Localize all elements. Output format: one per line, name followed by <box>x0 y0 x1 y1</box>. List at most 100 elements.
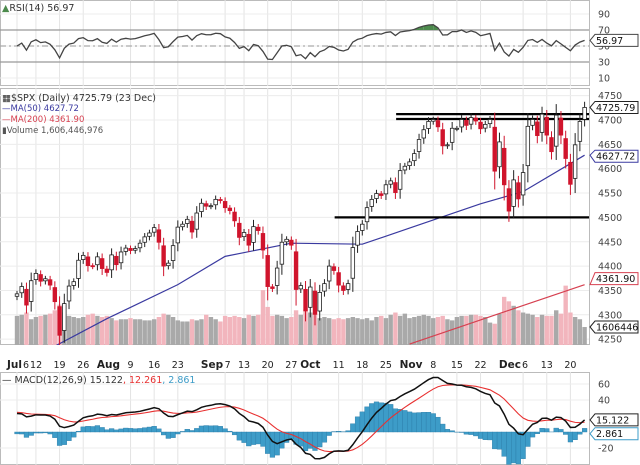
volume-bar <box>99 317 105 345</box>
candle-body <box>360 223 365 231</box>
candle-body <box>497 141 502 168</box>
candle-body <box>539 113 545 133</box>
volume-bar <box>185 321 190 345</box>
macd-histogram-bar <box>213 425 219 433</box>
candle-body <box>388 180 393 185</box>
candle-body <box>109 254 114 271</box>
volume-bar <box>114 320 119 345</box>
volume-bar <box>151 319 157 345</box>
candle-body <box>322 283 327 292</box>
candle-body <box>161 245 166 267</box>
rsi-overbought-fill <box>428 24 434 30</box>
volume-bar <box>308 312 313 345</box>
macd-axis-tick-label: 60 <box>598 380 610 391</box>
ma200-value-tag-text: 4361.90 <box>596 274 635 285</box>
x-axis-label: 20 <box>564 360 576 371</box>
macd-legend: — MACD(12,26,9) 15.122, 12.261, 2.861 <box>2 375 195 386</box>
volume-bar <box>530 314 535 345</box>
volume-bar <box>133 319 138 345</box>
volume-bar <box>421 314 426 345</box>
candle-body <box>203 203 209 207</box>
macd-histogram-bar <box>397 409 403 433</box>
candle-body <box>483 123 488 129</box>
macd-histogram-bar <box>558 429 564 433</box>
volume-bar <box>379 315 384 345</box>
volume-bar <box>563 285 568 345</box>
candle-body <box>449 127 455 143</box>
volume-bar <box>312 313 318 345</box>
volume-bar <box>156 317 162 345</box>
x-axis-label: 13 <box>541 360 553 371</box>
macd-histogram-bar <box>321 431 328 443</box>
x-axis-label: 18 <box>356 360 368 371</box>
close-value-tag: 4725.79 <box>589 100 639 114</box>
candle-body <box>402 165 408 171</box>
macd-histogram-bar <box>279 431 285 449</box>
macd-histogram-bar <box>208 425 214 433</box>
volume-bar <box>104 315 110 345</box>
volume-bar <box>194 320 199 345</box>
macd-histogram-bar <box>99 427 105 433</box>
macd-histogram-bar <box>28 431 34 436</box>
volume-bar <box>237 317 242 345</box>
macd-histogram-bar <box>255 431 261 445</box>
volume-bar <box>142 320 147 345</box>
price-axis-tick-label: 4550 <box>598 189 622 200</box>
macd-value-tag: 15.122 <box>589 413 639 426</box>
macd-histogram-bar <box>241 431 247 443</box>
macd-histogram-bar <box>440 423 446 433</box>
candle-body <box>128 248 133 251</box>
rsi-value-tag-box <box>589 33 639 47</box>
candle-body <box>66 285 72 302</box>
candle-body <box>218 199 223 201</box>
ma200-line <box>409 284 585 345</box>
candle-body <box>199 202 204 212</box>
candle-body <box>185 218 190 224</box>
candle-body <box>71 281 76 286</box>
volume-bar <box>298 314 303 345</box>
candle-body <box>369 198 374 207</box>
rsi-line <box>16 24 585 61</box>
candle-body <box>19 286 24 294</box>
candle-body <box>468 117 474 125</box>
x-axis-label: 27 <box>285 360 297 371</box>
macd-histogram-bar <box>421 412 427 433</box>
x-axis-label: 20 <box>262 360 274 371</box>
ma200-label: MA(200) 4361.90 <box>10 115 85 125</box>
macd-histogram-bar <box>373 401 380 433</box>
candle-body <box>232 211 237 222</box>
macd-line-icon: — <box>2 375 15 386</box>
macd-histogram-bar <box>383 402 389 433</box>
volume-bar <box>364 318 370 345</box>
volume-bar <box>76 318 81 345</box>
macd-histogram-bar <box>411 412 417 433</box>
candle-body <box>582 107 587 120</box>
price-axis-tick-label: 4500 <box>598 213 622 224</box>
volume-bar <box>445 319 450 345</box>
macd-histogram-bar <box>572 431 578 440</box>
volume-bar <box>213 319 218 345</box>
volume-bar <box>431 318 436 345</box>
candle-body <box>525 125 531 167</box>
volume-bar <box>95 315 100 345</box>
macd-histogram-bar <box>260 431 266 447</box>
candle-body <box>435 120 441 128</box>
ma200-legend: —MA(200) 4361.90 <box>2 115 84 126</box>
macd-histogram-bar <box>354 416 361 433</box>
price-axis-tick-label: 4250 <box>598 335 622 346</box>
macd-group <box>14 376 588 465</box>
volume-value-tag-text: 1606446 <box>596 323 638 334</box>
ma50-line <box>55 154 585 345</box>
macd-histogram-bar <box>94 425 101 433</box>
candle-body <box>577 121 583 142</box>
volume-bar <box>544 315 549 345</box>
price-axis-tick-label: 4700 <box>598 116 622 127</box>
macd-histogram-bar <box>151 426 157 433</box>
candle-body <box>355 231 360 246</box>
ma50-line-icon: — <box>2 104 11 114</box>
macd-histogram-bar <box>496 431 503 450</box>
macd-histogram-bar <box>142 427 148 433</box>
volume-bar <box>137 319 143 345</box>
candle-body <box>554 114 559 147</box>
candle-body <box>572 144 578 179</box>
